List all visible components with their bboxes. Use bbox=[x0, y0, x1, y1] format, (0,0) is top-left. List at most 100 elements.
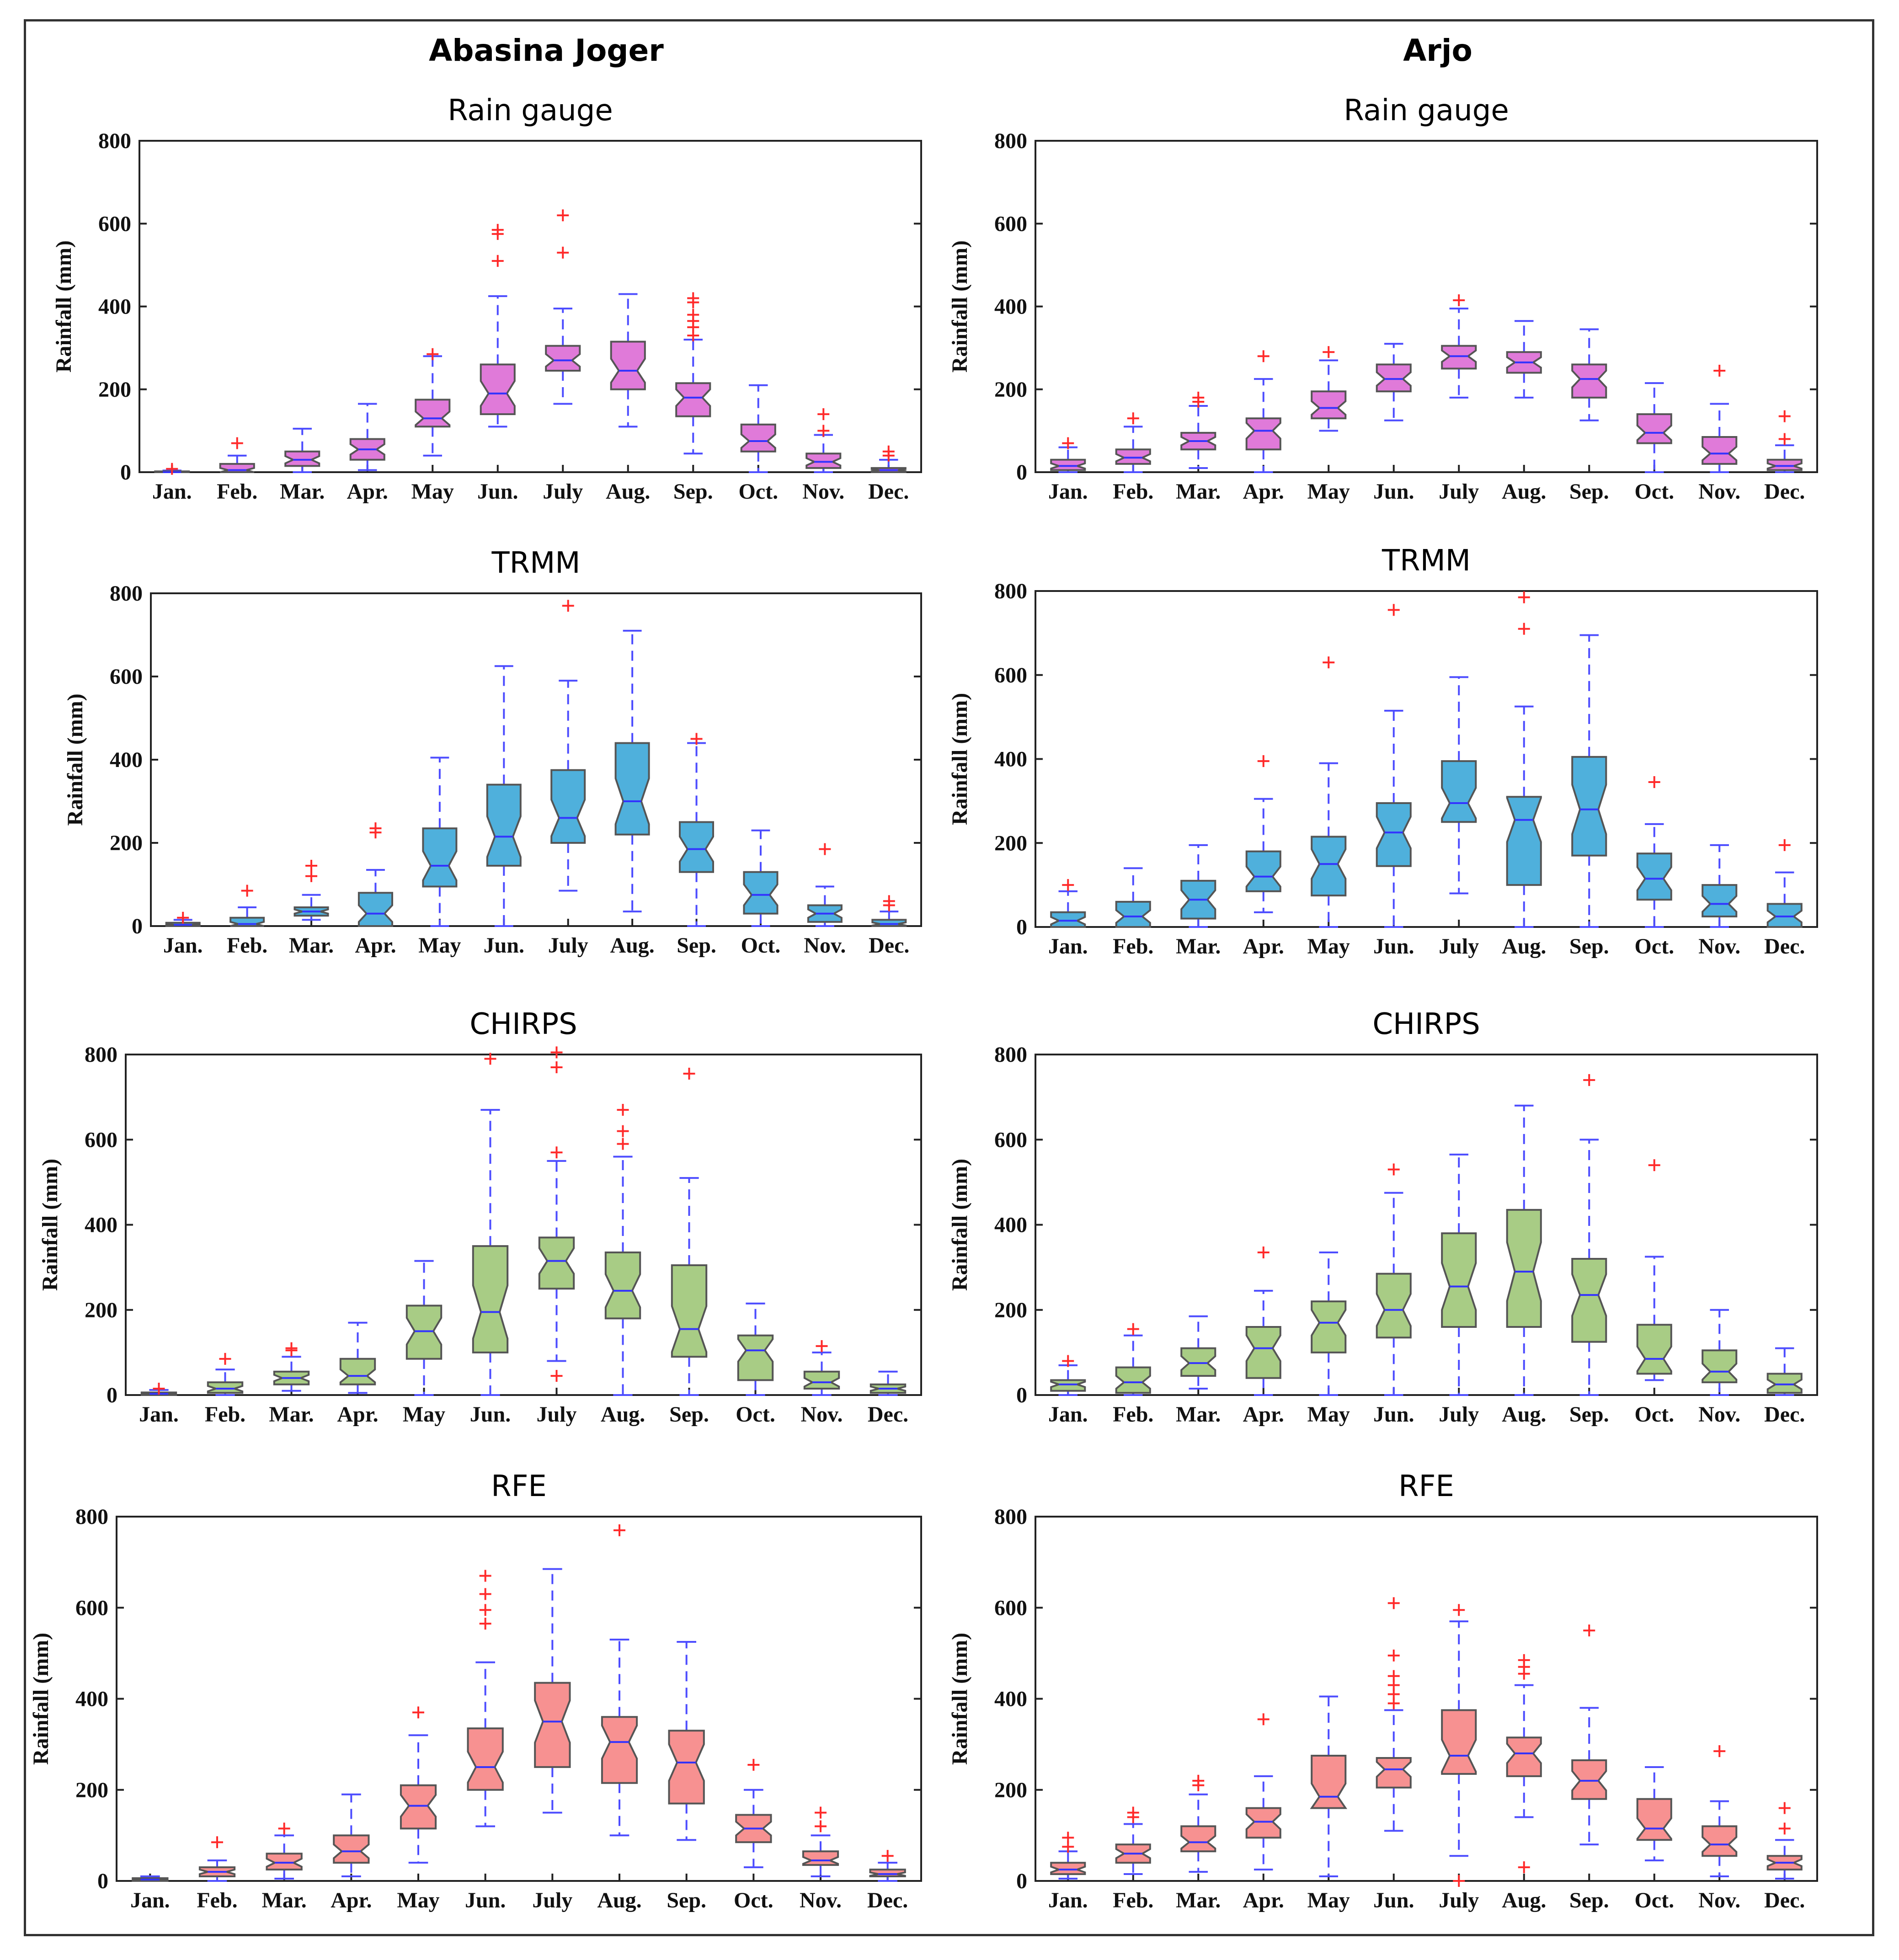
box-oct bbox=[1636, 776, 1672, 928]
outlier-marker bbox=[557, 246, 569, 259]
notched-box bbox=[805, 453, 842, 469]
box-mar bbox=[1180, 1774, 1216, 1873]
x-tick-label: Oct. bbox=[736, 1402, 775, 1427]
box-apr bbox=[1245, 350, 1281, 473]
notched-box bbox=[1441, 760, 1477, 823]
outlier-marker bbox=[550, 1061, 563, 1073]
box-mar bbox=[293, 860, 329, 921]
x-tick-label: Apr. bbox=[337, 1402, 378, 1427]
x-tick-label: Feb. bbox=[1113, 934, 1153, 959]
x-tick-label: July bbox=[536, 1402, 576, 1427]
box-nov bbox=[802, 1806, 839, 1878]
outlier-marker bbox=[881, 1850, 894, 1862]
box-may bbox=[405, 1260, 443, 1396]
x-tick-label: May bbox=[418, 933, 461, 958]
notched-box bbox=[1245, 417, 1281, 451]
plot-area bbox=[116, 1516, 922, 1882]
y-tick-label: 800 bbox=[75, 1505, 108, 1529]
x-tick-label: May bbox=[1307, 1402, 1350, 1427]
x-tick-label: Jun. bbox=[484, 933, 524, 958]
y-axis-label: Rainfall (mm) bbox=[63, 693, 87, 826]
box-feb bbox=[219, 437, 255, 473]
y-tick-label: 0 bbox=[107, 1383, 117, 1407]
box-dec bbox=[1766, 410, 1803, 473]
y-tick-label: 400 bbox=[994, 295, 1027, 319]
box-jan bbox=[140, 1383, 177, 1396]
outlier-marker bbox=[1387, 1163, 1400, 1176]
outlier-marker bbox=[479, 1604, 491, 1616]
chart-title: TRMM bbox=[491, 546, 581, 580]
notched-box bbox=[1636, 1324, 1672, 1375]
notched-box bbox=[1115, 1366, 1151, 1394]
outlier-marker bbox=[305, 860, 318, 872]
y-axis-label: Rainfall (mm) bbox=[948, 1159, 972, 1291]
outlier-marker bbox=[819, 843, 831, 855]
notched-box bbox=[610, 341, 646, 390]
x-tick-label: Jan. bbox=[1048, 934, 1088, 959]
notched-box bbox=[1441, 1232, 1477, 1328]
notched-box bbox=[1311, 836, 1347, 897]
box-sep bbox=[675, 292, 711, 455]
outlier-marker bbox=[883, 895, 895, 907]
y-tick-label: 600 bbox=[85, 1128, 117, 1152]
outlier-marker bbox=[369, 822, 382, 835]
y-tick-label: 600 bbox=[994, 1596, 1027, 1620]
notched-box bbox=[266, 1853, 303, 1871]
x-tick-label: Sep. bbox=[677, 933, 716, 958]
notched-box bbox=[486, 783, 522, 867]
outlier-marker bbox=[687, 309, 699, 321]
notched-box bbox=[534, 1682, 571, 1768]
outlier-marker bbox=[1583, 1624, 1595, 1637]
chart-trmm-abasina-joger: TRMM 0 200 400 600 800 Rainfall (mm) Jan. Feb. Ma… bbox=[63, 546, 922, 958]
box-aug bbox=[1506, 1104, 1542, 1396]
x-tick-label: Jan. bbox=[152, 479, 192, 504]
x-tick-label: Apr. bbox=[1243, 934, 1284, 959]
box-jan bbox=[165, 911, 201, 927]
outlier-marker bbox=[690, 733, 703, 745]
y-tick-label: 400 bbox=[994, 1213, 1027, 1237]
x-tick-label: Nov. bbox=[1698, 1888, 1740, 1912]
y-tick-label: 200 bbox=[994, 378, 1027, 402]
y-tick-label: 400 bbox=[85, 1213, 117, 1237]
outlier-marker bbox=[1518, 623, 1530, 635]
x-tick-label: Aug. bbox=[601, 1402, 645, 1427]
outlier-marker bbox=[1062, 1355, 1074, 1367]
outlier-marker bbox=[816, 1340, 828, 1352]
x-tick-label: Aug. bbox=[597, 1888, 641, 1912]
y-tick-label: 800 bbox=[110, 581, 143, 606]
x-tick-label: May bbox=[397, 1888, 439, 1912]
notched-box bbox=[1571, 756, 1607, 857]
outlier-marker bbox=[1648, 1159, 1660, 1172]
chart-rain-gauge-abasina-joger: Rain gauge 0 200 400 600 800 Rainfall (mm) Jan.… bbox=[52, 94, 922, 504]
box-feb bbox=[198, 1836, 236, 1882]
outlier-marker bbox=[305, 870, 318, 882]
box-dec bbox=[1766, 1802, 1803, 1880]
x-tick-label: Jun. bbox=[1373, 1402, 1414, 1427]
outlier-marker bbox=[231, 437, 243, 449]
notched-box bbox=[1571, 363, 1607, 399]
x-tick-label: Jun. bbox=[1373, 1888, 1414, 1912]
x-tick-label: Oct. bbox=[1634, 934, 1674, 959]
y-tick-label: 400 bbox=[994, 747, 1027, 772]
chart-title: TRMM bbox=[1382, 544, 1471, 578]
x-tick-label: Apr. bbox=[1243, 479, 1284, 504]
x-tick-label: Mar. bbox=[1176, 1402, 1221, 1427]
x-tick-label: Mar. bbox=[262, 1888, 307, 1912]
outlier-marker bbox=[1062, 437, 1074, 449]
box-sep bbox=[668, 1640, 705, 1841]
y-tick-label: 0 bbox=[1016, 460, 1027, 485]
notched-box bbox=[405, 1305, 443, 1360]
outlier-marker bbox=[241, 884, 253, 897]
outlier-marker bbox=[1778, 410, 1791, 422]
x-tick-label: Aug. bbox=[1502, 1402, 1546, 1427]
box-may bbox=[1310, 1695, 1348, 1878]
box-may bbox=[1311, 346, 1347, 432]
box-apr bbox=[357, 822, 393, 927]
plot-area bbox=[125, 1054, 922, 1396]
figure-frame bbox=[24, 19, 1874, 1936]
box-aug bbox=[614, 629, 650, 913]
y-tick-label: 400 bbox=[994, 1687, 1027, 1711]
box-nov bbox=[803, 1340, 840, 1396]
x-tick-label: Apr. bbox=[1243, 1888, 1284, 1912]
box-mar bbox=[1180, 391, 1216, 469]
